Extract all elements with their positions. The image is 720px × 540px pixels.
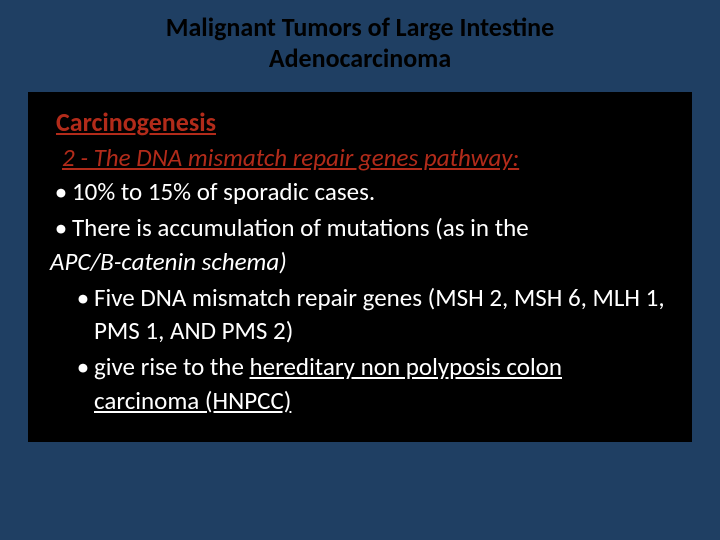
bullet-text: give rise to the hereditary non polyposi… <box>94 350 670 418</box>
bullet-marker: • <box>72 281 94 349</box>
section-heading: Carcinogenesis <box>56 106 670 138</box>
bullet-continuation: APC/B-catenin schema) <box>50 245 670 279</box>
bullet-marker: • <box>72 350 94 418</box>
bullet-text: 10% to 15% of sporadic cases. <box>72 175 670 209</box>
bullet-item: • Five DNA mismatch repair genes (MSH 2,… <box>72 281 670 349</box>
bullet-text-part: give rise to the <box>94 351 250 382</box>
bullet-item: • give rise to the hereditary non polypo… <box>72 350 670 418</box>
bullet-item: • There is accumulation of mutations (as… <box>50 211 670 245</box>
title-line-1: Malignant Tumors of Large Intestine <box>0 12 720 43</box>
title-line-2: Adenocarcinoma <box>0 43 720 74</box>
bullet-marker: • <box>50 175 72 209</box>
bullet-text: There is accumulation of mutations (as i… <box>72 211 670 245</box>
bullet-marker: • <box>50 211 72 245</box>
title-area: Malignant Tumors of Large Intestine Aden… <box>0 0 720 92</box>
content-box: Carcinogenesis 2 - The DNA mismatch repa… <box>28 92 692 441</box>
bullet-text: Five DNA mismatch repair genes (MSH 2, M… <box>94 281 670 349</box>
subheading: 2 - The DNA mismatch repair genes pathwa… <box>62 142 670 173</box>
bullet-item: • 10% to 15% of sporadic cases. <box>50 175 670 209</box>
